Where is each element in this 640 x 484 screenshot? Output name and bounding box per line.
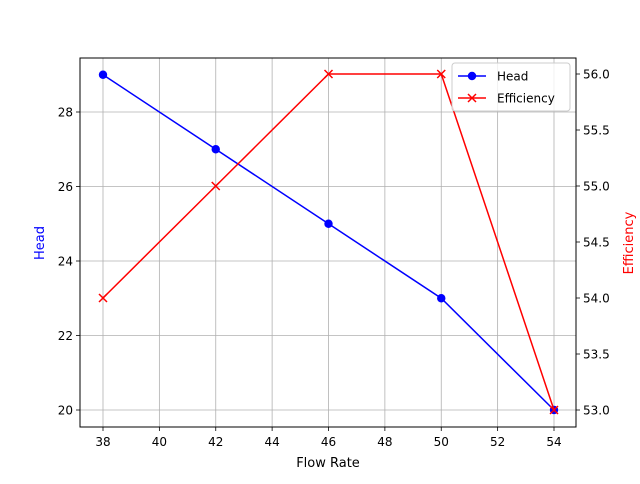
- x-tick-label: 44: [264, 435, 279, 449]
- x-marker-icon: [323, 69, 334, 79]
- x-axis-ticks: 38 40 42 44 46 48 50 52 54: [95, 427, 562, 449]
- x-tick-label: 50: [434, 435, 449, 449]
- right-y-tick-label: 53.0: [583, 404, 610, 418]
- circle-marker-icon: [211, 145, 220, 154]
- right-y-axis-label: Efficiency: [622, 211, 637, 274]
- x-tick-label: 42: [208, 435, 223, 449]
- legend-x-icon: [467, 93, 477, 103]
- right-y-tick-label: 55.0: [583, 180, 610, 194]
- circle-marker-icon: [437, 294, 446, 303]
- grid-lines: [80, 58, 576, 427]
- series-lines: [98, 69, 559, 415]
- circle-marker-icon: [98, 70, 108, 79]
- legend-label: Efficiency: [497, 92, 555, 106]
- left-y-tick-label: 20: [58, 404, 73, 418]
- left-y-axis-label: Head: [33, 226, 48, 260]
- left-y-axis-ticks: 20 22 24 26 28: [58, 106, 80, 418]
- right-y-tick-label: 53.5: [583, 348, 610, 362]
- right-y-tick-label: 55.5: [583, 124, 610, 138]
- x-tick-label: 38: [95, 435, 110, 449]
- x-tick-label: 40: [152, 435, 167, 449]
- axes-frame: [79, 57, 577, 428]
- x-tick-label: 54: [546, 435, 561, 449]
- right-y-tick-label: 54.0: [583, 292, 610, 306]
- x-tick-label: 52: [490, 435, 505, 449]
- x-marker-icon: [211, 181, 221, 191]
- left-y-tick-label: 24: [58, 255, 73, 269]
- x-tick-label: 46: [321, 435, 336, 449]
- x-tick-label: 48: [377, 435, 392, 449]
- right-y-tick-label: 56.0: [583, 68, 610, 82]
- x-marker-icon: [98, 293, 108, 303]
- left-y-tick-label: 28: [58, 106, 73, 120]
- x-marker-icon: [436, 69, 446, 79]
- legend-label: Head: [497, 70, 528, 84]
- left-y-tick-label: 22: [58, 329, 73, 343]
- legend: Head Efficiency: [451, 62, 571, 112]
- x-axis-label: Flow Rate: [296, 456, 360, 471]
- right-y-axis-ticks: 53.0 53.5 54.0 54.5 55.0 55.5 56.0: [576, 68, 610, 418]
- right-y-tick-label: 54.5: [583, 236, 610, 250]
- x-marker-icon: [549, 405, 559, 415]
- circle-marker-icon: [324, 219, 333, 228]
- legend-circle-icon: [467, 71, 477, 81]
- left-y-tick-label: 26: [58, 180, 73, 194]
